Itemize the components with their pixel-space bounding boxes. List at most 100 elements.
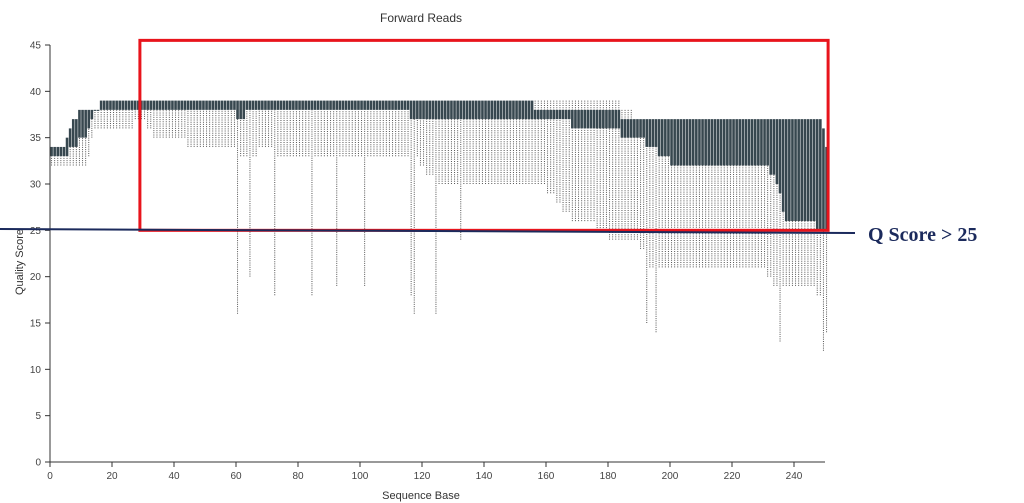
iqr-box-186 (623, 119, 627, 138)
iqr-box-165 (558, 109, 562, 120)
box-base-158 (536, 100, 540, 184)
box-base-249 (819, 119, 822, 296)
box-base-30 (140, 100, 143, 120)
iqr-box-77 (285, 100, 289, 110)
box-base-93 (335, 100, 339, 286)
y-tick-label-40: 40 (30, 87, 42, 98)
y-tick-label-0: 0 (35, 458, 41, 469)
box-base-121 (422, 100, 425, 166)
iqr-box-75 (279, 100, 283, 110)
box-base-205 (682, 119, 686, 268)
box-base-120 (419, 100, 422, 166)
box-base-196 (654, 119, 658, 333)
box-base-223 (738, 119, 742, 268)
box-base-117 (409, 100, 413, 296)
box-base-218 (722, 119, 726, 268)
iqr-box-27 (130, 100, 134, 110)
iqr-box-183 (614, 109, 618, 129)
box-base-115 (403, 100, 407, 157)
box-base-211 (701, 119, 704, 268)
box-base-248 (815, 119, 819, 296)
y-tick-label-25: 25 (30, 226, 42, 237)
iqr-box-156 (530, 100, 534, 120)
iqr-box-147 (502, 100, 506, 120)
box-base-234 (772, 119, 776, 286)
box-base-112 (394, 100, 397, 157)
iqr-box-179 (602, 109, 605, 129)
box-base-45 (186, 100, 190, 147)
iqr-box-97 (347, 100, 351, 110)
iqr-box-98 (350, 100, 354, 110)
box-base-16 (96, 109, 100, 129)
box-base-108 (381, 100, 385, 157)
iqr-box-241 (794, 119, 797, 222)
box-base-141 (484, 100, 487, 184)
iqr-box-11 (81, 109, 84, 138)
box-base-10 (78, 109, 81, 166)
box-base-195 (651, 119, 655, 268)
box-base-177 (595, 100, 599, 231)
iqr-box-47 (192, 100, 196, 110)
iqr-box-63 (242, 100, 246, 120)
iqr-box-71 (267, 100, 270, 110)
y-tick-label-45: 45 (30, 41, 42, 52)
box-base-151 (515, 100, 518, 184)
iqr-box-172 (580, 109, 583, 129)
iqr-box-175 (589, 109, 593, 129)
box-base-36 (158, 100, 162, 138)
box-base-76 (282, 100, 286, 157)
box-base-139 (478, 100, 481, 184)
iqr-box-227 (750, 119, 754, 166)
box-base-133 (459, 100, 463, 240)
box-base-251 (825, 146, 828, 333)
iqr-box-138 (474, 100, 478, 120)
x-tick-label-140: 140 (476, 471, 493, 482)
iqr-box-238 (784, 119, 788, 222)
iqr-box-19 (106, 100, 109, 110)
box-base-65 (248, 100, 252, 277)
box-base-126 (437, 100, 441, 184)
iqr-box-42 (177, 100, 180, 110)
box-base-125 (434, 100, 438, 314)
iqr-box-249 (819, 119, 822, 231)
box-base-189 (633, 119, 636, 240)
x-tick-label-0: 0 (47, 471, 53, 482)
iqr-box-32 (146, 100, 149, 110)
iqr-box-5 (62, 146, 66, 157)
iqr-box-210 (698, 119, 701, 166)
iqr-box-182 (611, 109, 614, 129)
iqr-box-69 (261, 100, 264, 110)
iqr-box-203 (676, 119, 680, 166)
box-base-178 (598, 100, 602, 231)
x-tick-label-240: 240 (786, 471, 803, 482)
iqr-box-180 (605, 109, 608, 129)
box-base-37 (161, 100, 165, 138)
box-base-188 (629, 109, 633, 240)
iqr-box-30 (140, 100, 143, 110)
iqr-box-178 (598, 109, 602, 129)
iqr-box-96 (344, 100, 348, 110)
iqr-box-80 (295, 100, 298, 110)
box-base-12 (84, 109, 87, 166)
iqr-box-60 (233, 100, 236, 110)
box-base-161 (546, 100, 549, 194)
iqr-box-62 (239, 100, 242, 120)
y-tick-label-30: 30 (30, 180, 42, 191)
box-base-33 (149, 100, 153, 129)
iqr-box-219 (726, 119, 729, 166)
box-base-86 (313, 100, 317, 157)
iqr-box-168 (567, 109, 571, 120)
iqr-box-64 (245, 100, 249, 110)
box-base-199 (664, 119, 667, 268)
iqr-box-234 (772, 119, 776, 175)
iqr-box-85 (310, 100, 314, 110)
box-base-182 (611, 100, 614, 240)
iqr-box-16 (96, 109, 100, 111)
box-base-122 (425, 100, 428, 175)
box-base-80 (295, 100, 298, 157)
iqr-box-33 (149, 100, 153, 110)
iqr-box-8 (71, 119, 75, 147)
iqr-box-181 (608, 109, 611, 129)
box-base-169 (571, 100, 574, 222)
box-base-166 (561, 100, 565, 212)
